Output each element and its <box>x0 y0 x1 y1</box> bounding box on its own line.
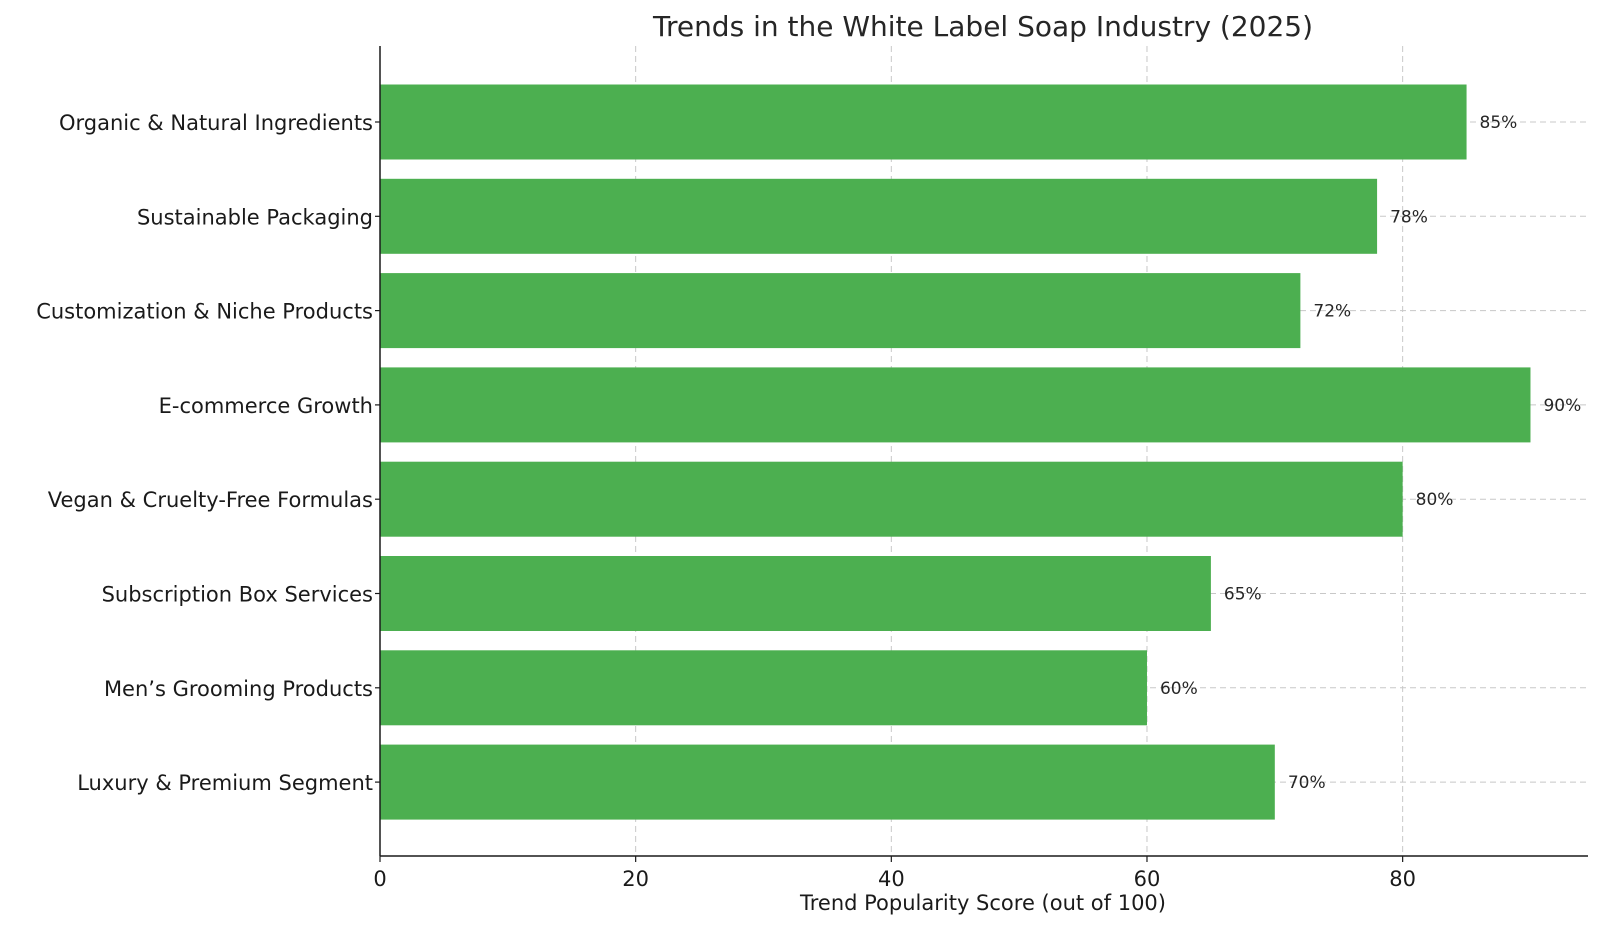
category-label: Subscription Box Services <box>102 583 373 607</box>
category-label: Luxury & Premium Segment <box>77 771 373 795</box>
category-labels: Organic & Natural Ingredients Sustainable… <box>36 111 373 795</box>
bar <box>380 461 1403 537</box>
grid <box>379 46 1588 856</box>
bar-value-label: 78% <box>1390 207 1428 227</box>
bar <box>380 650 1147 726</box>
bar <box>380 367 1531 443</box>
category-label: Customization & Niche Products <box>36 300 373 324</box>
bar-value-label: 60% <box>1160 679 1198 699</box>
bars <box>380 84 1531 820</box>
x-tick-label: 40 <box>878 867 905 891</box>
category-label: Organic & Natural Ingredients <box>59 111 373 135</box>
bar <box>380 556 1211 631</box>
bar-value-label: 80% <box>1416 490 1454 510</box>
x-axis-ticks: 0 20 40 60 80 <box>373 121 1416 891</box>
x-axis-label: Trend Popularity Score (out of 100) <box>799 891 1166 915</box>
x-tick-label: 60 <box>1134 867 1161 891</box>
bar-value-label: 70% <box>1288 773 1326 793</box>
x-tick-label: 0 <box>373 867 386 891</box>
chart-title: Trends in the White Label Soap Industry … <box>652 10 1313 43</box>
bar-value-label: 65% <box>1224 585 1262 605</box>
category-label: E-commerce Growth <box>159 394 373 418</box>
category-label: Vegan & Cruelty-Free Formulas <box>48 488 373 512</box>
x-tick-label: 80 <box>1389 867 1416 891</box>
bar-value-label: 72% <box>1313 302 1351 322</box>
bar-value-label: 85% <box>1480 113 1518 133</box>
data-labels: 85% 78% 72% 90% 80% 65% 60% 70% <box>1160 113 1581 793</box>
bar-value-label: 90% <box>1543 396 1581 416</box>
category-label: Sustainable Packaging <box>137 205 373 229</box>
category-label: Men’s Grooming Products <box>104 677 373 701</box>
bar <box>380 84 1467 160</box>
bar <box>380 178 1378 254</box>
bar <box>380 744 1275 820</box>
bar <box>380 273 1301 349</box>
x-tick-label: 20 <box>622 867 649 891</box>
